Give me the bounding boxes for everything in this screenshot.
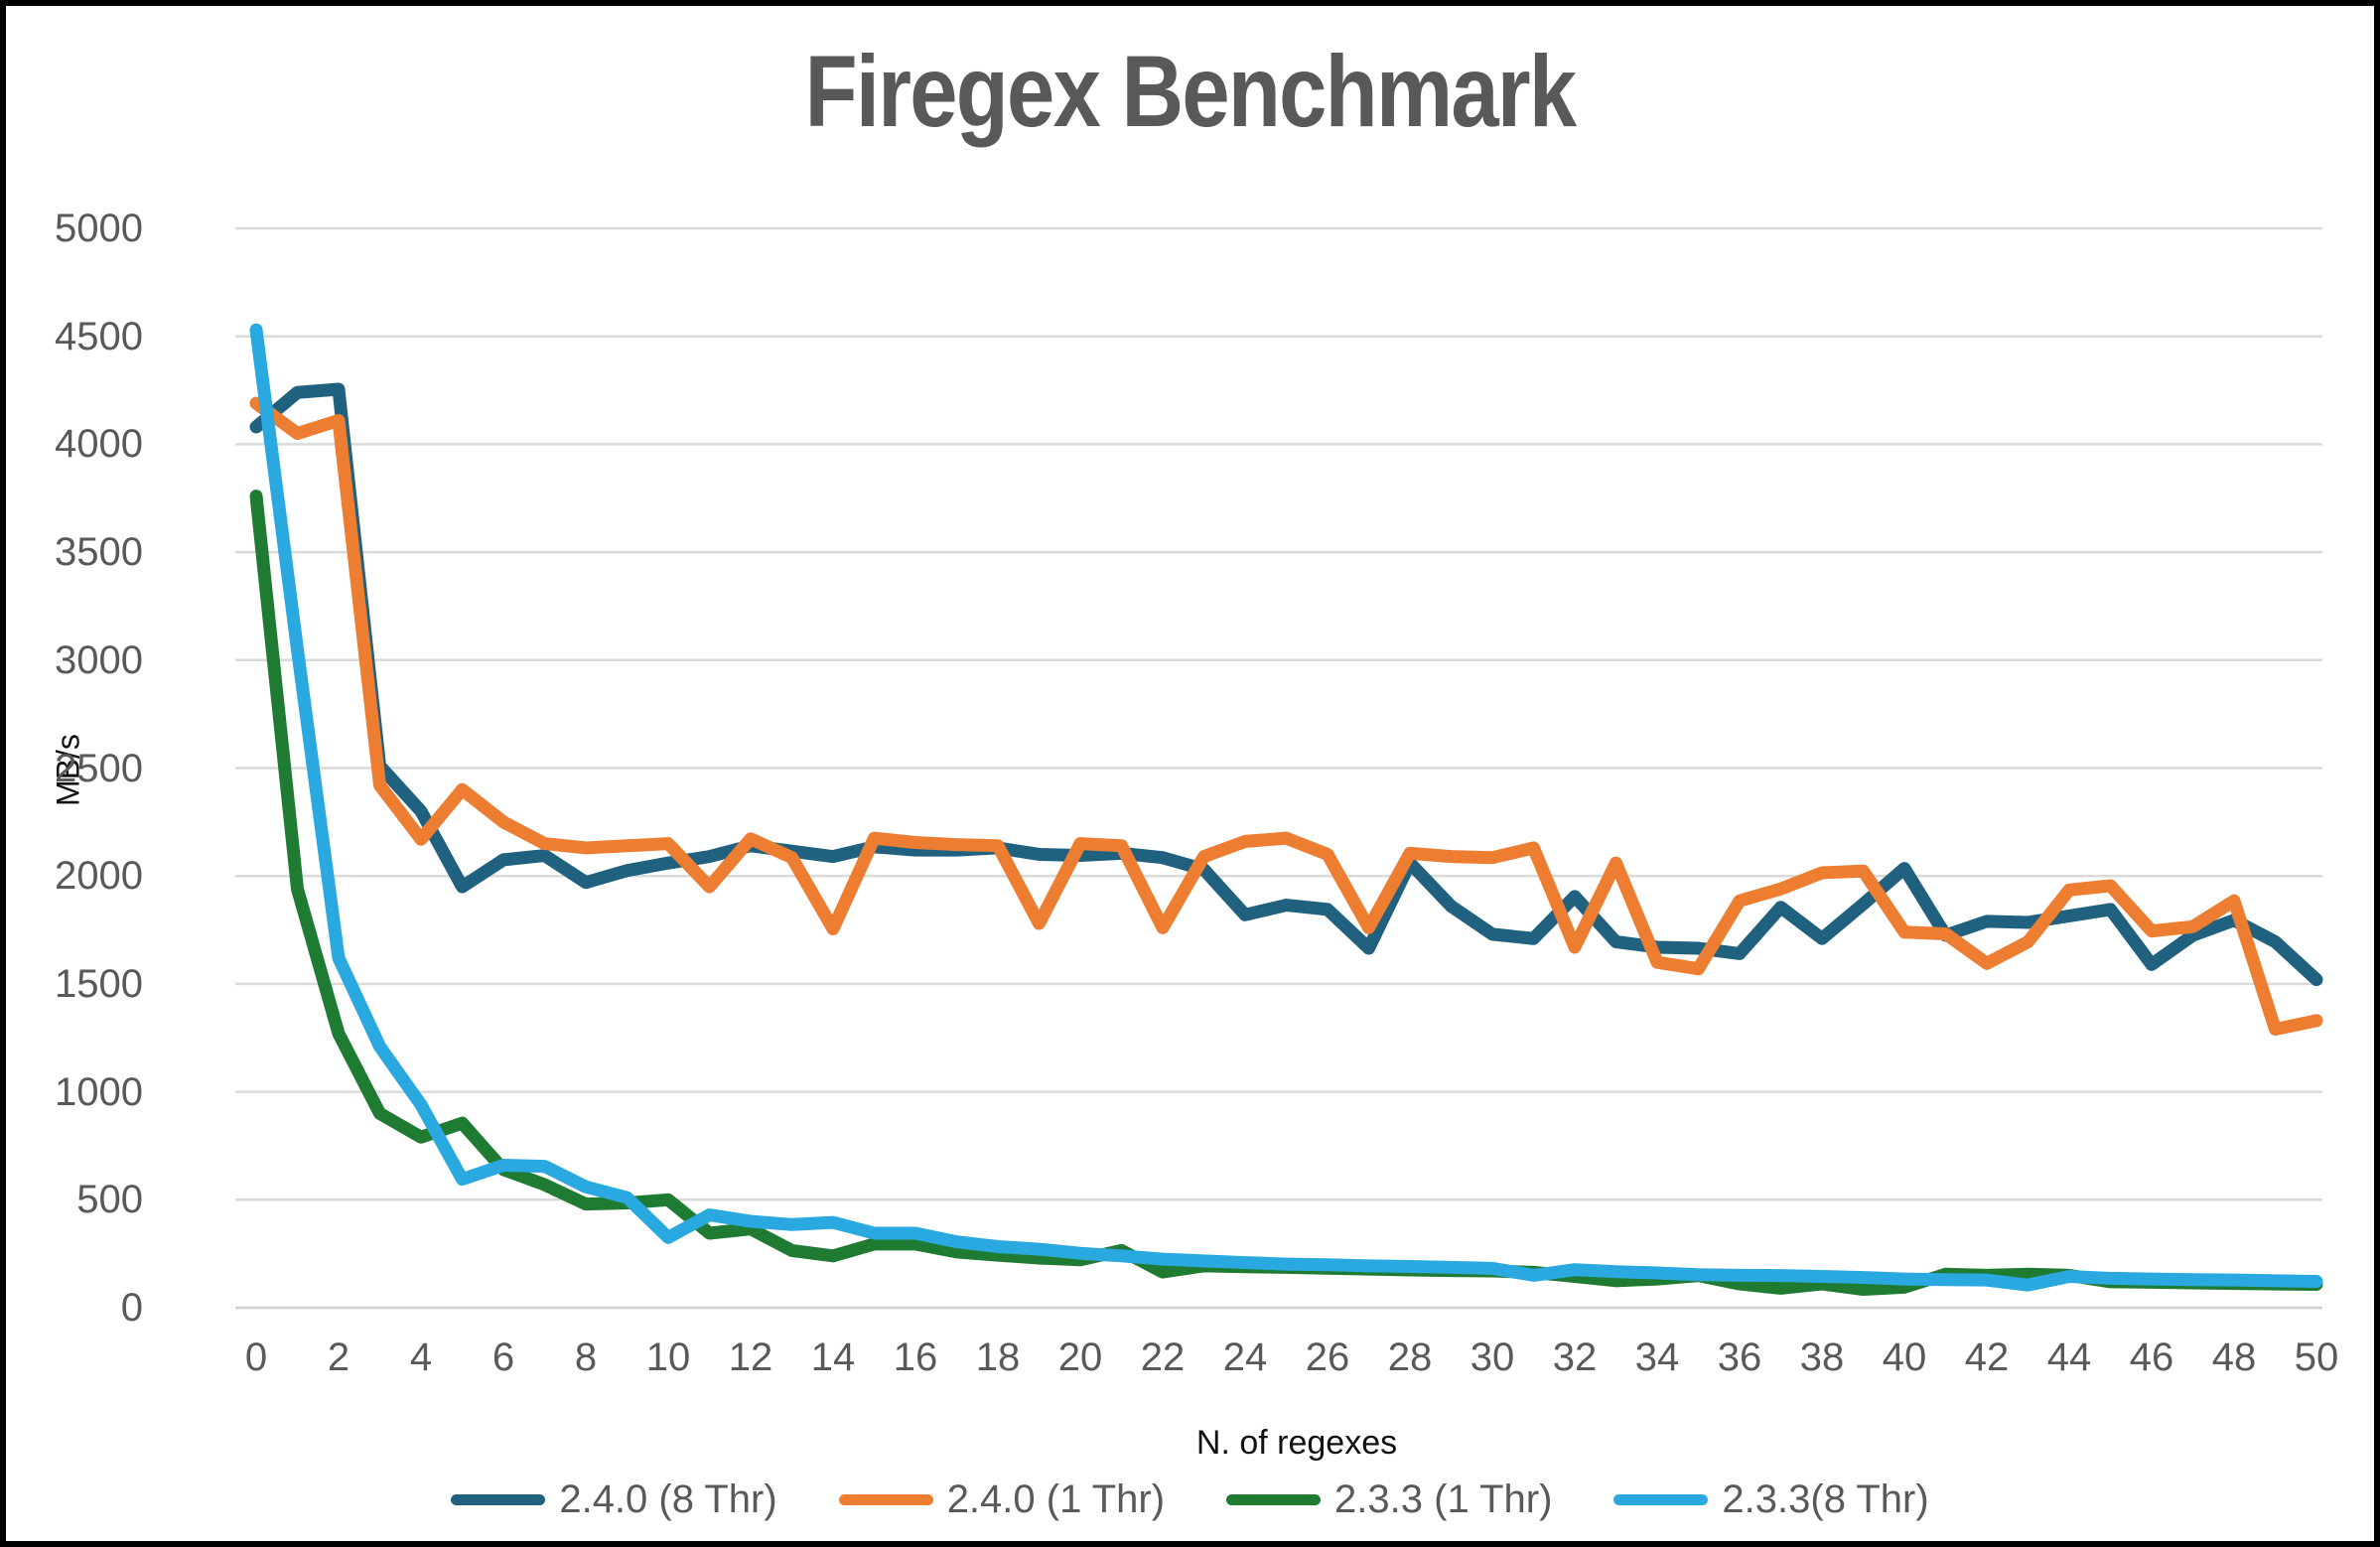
legend-item-233-1thr: 2.3.3 (1 Thr) bbox=[1226, 1477, 1552, 1522]
y-tick-label-500: 500 bbox=[76, 1178, 143, 1222]
x-tick-label-14: 14 bbox=[810, 1336, 856, 1379]
y-tick-label-1000: 1000 bbox=[55, 1069, 143, 1114]
x-tick-label-20: 20 bbox=[1057, 1336, 1103, 1379]
series-line-2.3.3(8 Thr) bbox=[249, 323, 2323, 1292]
y-tick-label-3500: 3500 bbox=[55, 530, 143, 575]
x-tick-label-34: 34 bbox=[1634, 1336, 1680, 1379]
legend-swatch-233-8thr bbox=[1613, 1494, 1709, 1505]
legend-swatch-233-1thr bbox=[1226, 1494, 1322, 1505]
y-tick-label-5000: 5000 bbox=[55, 207, 143, 250]
y-tick-label-4500: 4500 bbox=[55, 314, 143, 358]
x-tick-label-44: 44 bbox=[2046, 1336, 2092, 1379]
x-tick-label-12: 12 bbox=[728, 1336, 773, 1379]
x-tick-label-50: 50 bbox=[2294, 1336, 2339, 1379]
x-tick-label-26: 26 bbox=[1305, 1336, 1350, 1379]
x-tick-label-30: 30 bbox=[1470, 1336, 1515, 1379]
y-tick-label-4000: 4000 bbox=[55, 422, 143, 467]
x-tick-label-18: 18 bbox=[975, 1336, 1021, 1379]
series-line-2.4.0 (1 Thr) bbox=[249, 396, 2323, 1037]
x-tick-label-10: 10 bbox=[645, 1336, 691, 1379]
x-tick-label-46: 46 bbox=[2129, 1336, 2174, 1379]
legend-label-240-8thr: 2.4.0 (8 Thr) bbox=[559, 1477, 777, 1521]
x-tick-label-8: 8 bbox=[574, 1336, 598, 1379]
series-line-2.4.0 (8 Thr) bbox=[249, 382, 2323, 987]
x-tick-label-22: 22 bbox=[1140, 1336, 1186, 1379]
legend-swatch-240-8thr bbox=[451, 1494, 546, 1505]
x-tick-label-48: 48 bbox=[2211, 1336, 2257, 1379]
legend-item-233-8thr: 2.3.3(8 Thr) bbox=[1613, 1477, 1929, 1522]
y-tick-label-1500: 1500 bbox=[55, 961, 143, 1006]
y-tick-label-3000: 3000 bbox=[55, 637, 143, 682]
line-chart-plot-area bbox=[235, 226, 2323, 1310]
y-tick-label-0: 0 bbox=[120, 1286, 143, 1330]
y-tick-label-2000: 2000 bbox=[55, 854, 143, 899]
legend-item-240-8thr: 2.4.0 (8 Thr) bbox=[451, 1477, 777, 1522]
y-tick-label-2500: 2500 bbox=[55, 746, 143, 790]
x-tick-label-38: 38 bbox=[1799, 1336, 1845, 1379]
legend-swatch-240-1thr bbox=[838, 1494, 933, 1505]
x-tick-label-4: 4 bbox=[409, 1336, 433, 1379]
x-tick-label-40: 40 bbox=[1882, 1336, 1927, 1379]
chart-title: Firegex Benchmark bbox=[804, 35, 1578, 148]
x-tick-label-28: 28 bbox=[1387, 1336, 1433, 1379]
x-tick-label-0: 0 bbox=[244, 1336, 268, 1379]
legend-label-233-1thr: 2.3.3 (1 Thr) bbox=[1334, 1477, 1553, 1521]
x-tick-label-16: 16 bbox=[893, 1336, 938, 1379]
legend-item-240-1thr: 2.4.0 (1 Thr) bbox=[838, 1477, 1166, 1522]
x-tick-label-24: 24 bbox=[1222, 1336, 1268, 1379]
x-tick-label-2: 2 bbox=[327, 1336, 350, 1379]
legend-label-240-1thr: 2.4.0 (1 Thr) bbox=[946, 1477, 1166, 1521]
x-tick-label-6: 6 bbox=[491, 1336, 515, 1379]
x-tick-label-42: 42 bbox=[1964, 1336, 2010, 1379]
legend-label-233-8thr: 2.3.3(8 Thr) bbox=[1722, 1477, 1929, 1521]
x-tick-label-36: 36 bbox=[1717, 1336, 1762, 1379]
chart-legend: 2.4.0 (8 Thr) 2.4.0 (1 Thr) 2.3.3 (1 Thr… bbox=[6, 1477, 2374, 1522]
x-tick-label-32: 32 bbox=[1552, 1336, 1598, 1379]
x-axis-title: N. of regexes bbox=[1195, 1424, 1398, 1462]
